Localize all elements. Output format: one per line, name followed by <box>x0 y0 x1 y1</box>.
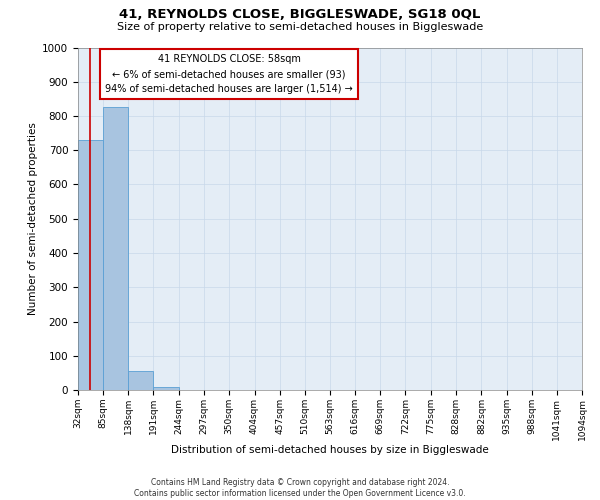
Text: Size of property relative to semi-detached houses in Biggleswade: Size of property relative to semi-detach… <box>117 22 483 32</box>
Text: Contains HM Land Registry data © Crown copyright and database right 2024.
Contai: Contains HM Land Registry data © Crown c… <box>134 478 466 498</box>
Text: 41 REYNOLDS CLOSE: 58sqm
← 6% of semi-detached houses are smaller (93)
94% of se: 41 REYNOLDS CLOSE: 58sqm ← 6% of semi-de… <box>106 54 353 94</box>
Bar <box>128 371 154 390</box>
Y-axis label: Number of semi-detached properties: Number of semi-detached properties <box>28 122 38 315</box>
Text: 41, REYNOLDS CLOSE, BIGGLESWADE, SG18 0QL: 41, REYNOLDS CLOSE, BIGGLESWADE, SG18 0Q… <box>119 8 481 20</box>
Bar <box>154 386 179 390</box>
Bar <box>103 108 128 390</box>
X-axis label: Distribution of semi-detached houses by size in Biggleswade: Distribution of semi-detached houses by … <box>171 445 489 455</box>
Bar <box>78 140 103 390</box>
